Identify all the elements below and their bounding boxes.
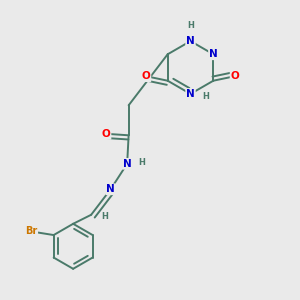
Text: H: H: [202, 92, 209, 101]
Text: O: O: [231, 71, 239, 81]
Text: N: N: [123, 159, 131, 169]
Text: Br: Br: [25, 226, 37, 236]
Text: N: N: [106, 184, 115, 194]
Text: N: N: [186, 89, 195, 99]
Text: N: N: [186, 36, 195, 46]
Text: H: H: [187, 21, 194, 30]
Text: O: O: [102, 129, 110, 139]
Text: H: H: [101, 212, 108, 221]
Text: H: H: [138, 158, 145, 167]
Text: N: N: [209, 49, 218, 59]
Text: O: O: [142, 71, 150, 81]
